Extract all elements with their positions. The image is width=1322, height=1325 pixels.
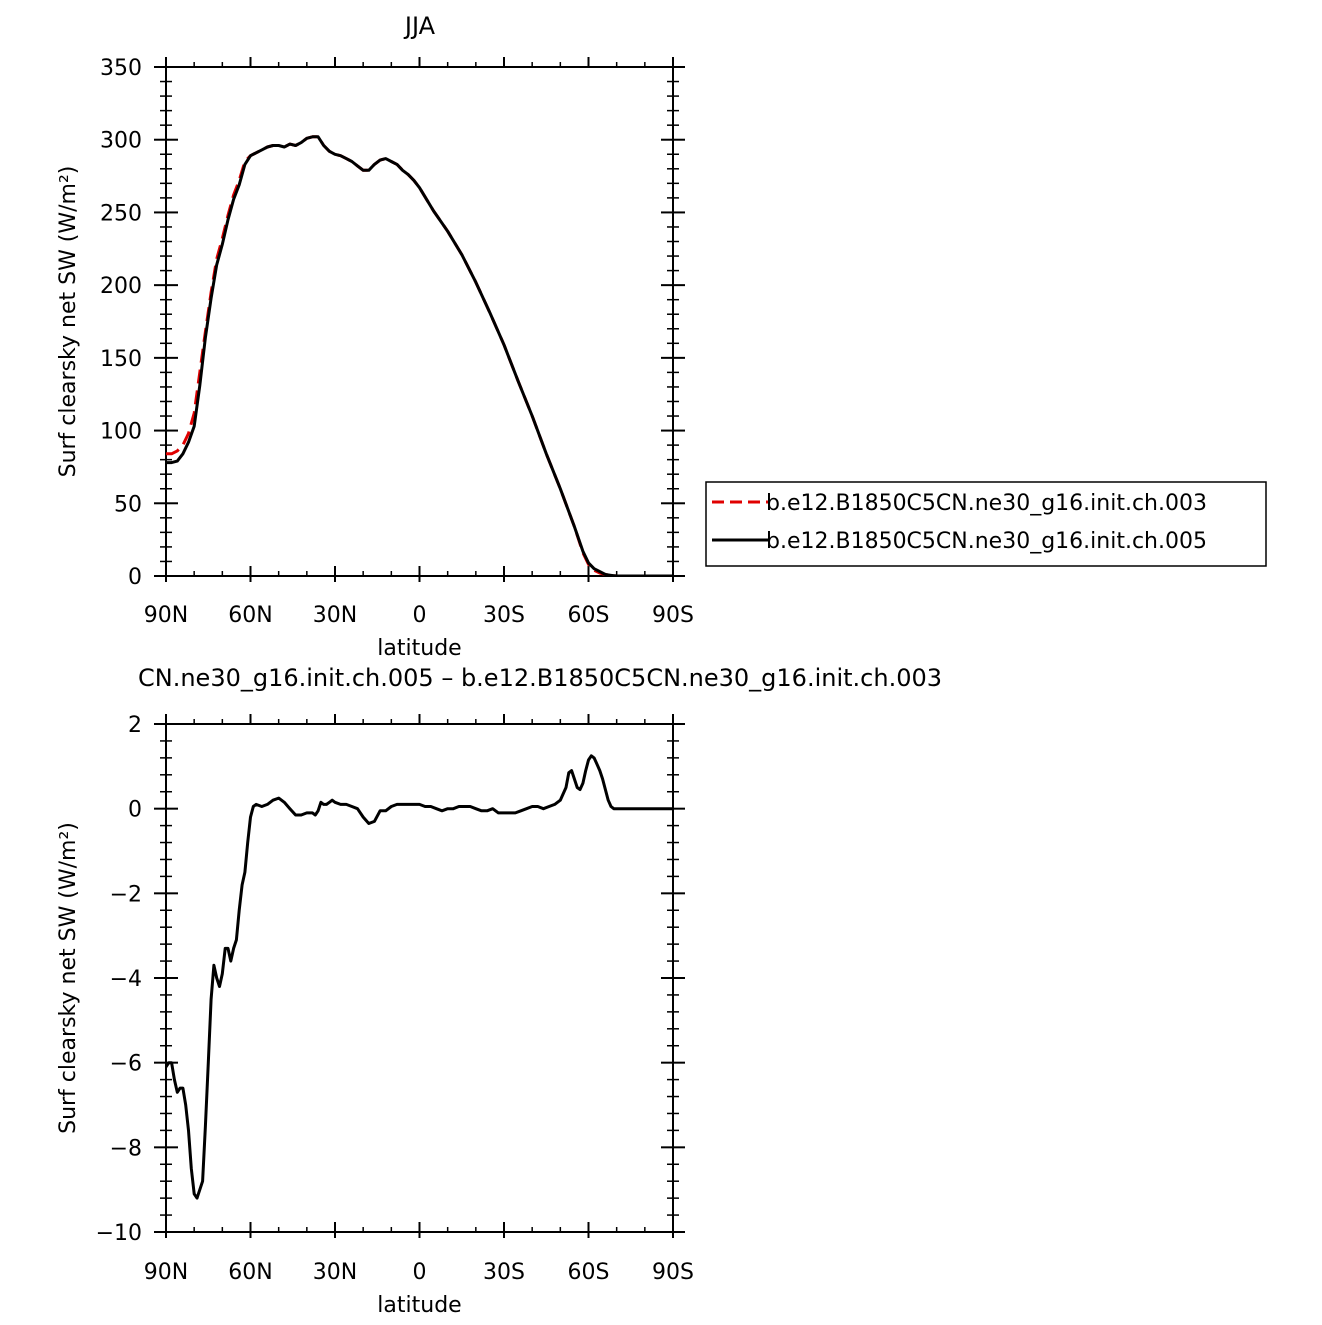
series-line-1 xyxy=(166,754,673,1200)
chart-title: CN.ne30_g16.init.ch.005 – b.e12.B1850C5C… xyxy=(138,664,942,692)
chart-panel-2: CN.ne30_g16.init.ch.005 – b.e12.B1850C5C… xyxy=(56,664,942,1318)
x-tick-label: 0 xyxy=(413,1260,427,1285)
y-tick-label: −8 xyxy=(110,1136,142,1161)
x-tick-label: 60N xyxy=(228,1260,272,1285)
x-tick-label: 90N xyxy=(144,1260,188,1285)
x-tick-label: 30S xyxy=(483,1260,525,1285)
y-tick-label: 0 xyxy=(128,565,142,590)
y-tick-label: 100 xyxy=(100,420,142,445)
y-tick-label: 150 xyxy=(100,347,142,372)
x-tick-label: 30N xyxy=(313,603,357,628)
y-tick-label: 200 xyxy=(100,274,142,299)
y-tick-label: −6 xyxy=(110,1052,142,1077)
y-tick-label: 300 xyxy=(100,129,142,154)
y-tick-label: −2 xyxy=(110,882,142,907)
x-tick-label: 60N xyxy=(228,603,272,628)
x-tick-label: 90S xyxy=(652,1260,694,1285)
x-axis-label: latitude xyxy=(377,1293,461,1318)
y-tick-label: 0 xyxy=(128,798,142,823)
y-axis-label: Surf clearsky net SW (W/m²) xyxy=(56,822,81,1134)
plot-frame xyxy=(165,723,674,1233)
x-tick-label: 30S xyxy=(483,603,525,628)
x-tick-label: 90S xyxy=(652,603,694,628)
x-tick-label: 0 xyxy=(413,603,427,628)
x-tick-label: 60S xyxy=(568,1260,610,1285)
y-tick-label: 2 xyxy=(128,713,142,738)
legend: b.e12.B1850C5CN.ne30_g16.init.ch.003 b.e1… xyxy=(705,481,1267,567)
plot-frame xyxy=(165,66,674,577)
legend-label-1: b.e12.B1850C5CN.ne30_g16.init.ch.003 xyxy=(766,491,1207,516)
y-tick-label: −10 xyxy=(96,1221,142,1246)
y-tick-label: −4 xyxy=(110,967,142,992)
series-line-2 xyxy=(166,135,673,576)
series-line-1 xyxy=(166,135,673,576)
x-axis-label: latitude xyxy=(377,636,461,661)
chart-panel-1: JJA 90N 60N 30N 0 30S 60S 90S 0 50 100 150 200 250 300… xyxy=(56,12,1267,661)
y-tick-label: 50 xyxy=(114,492,142,517)
x-tick-label: 60S xyxy=(568,603,610,628)
legend-label-2: b.e12.B1850C5CN.ne30_g16.init.ch.005 xyxy=(766,529,1207,554)
y-tick-label: 250 xyxy=(100,201,142,226)
x-tick-label: 90N xyxy=(144,603,188,628)
chart-title: JJA xyxy=(403,12,436,40)
y-axis-label: Surf clearsky net SW (W/m²) xyxy=(56,166,81,478)
y-tick-label: 350 xyxy=(100,56,142,81)
legend-box xyxy=(705,481,1267,567)
x-tick-label: 30N xyxy=(313,1260,357,1285)
